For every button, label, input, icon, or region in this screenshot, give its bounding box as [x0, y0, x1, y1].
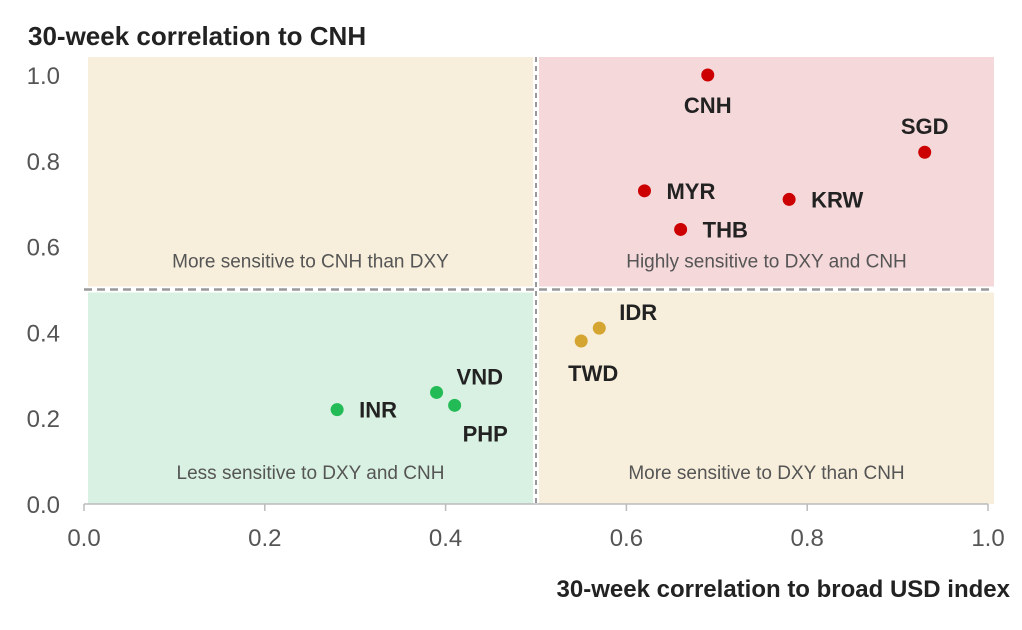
- point-label-sgd: SGD: [901, 114, 949, 139]
- x-axis-title: 30-week correlation to broad USD index: [557, 576, 1011, 603]
- data-points: [330, 68, 932, 417]
- point-label-php: PHP: [463, 421, 508, 446]
- threshold-lines: [84, 57, 994, 504]
- point-label-vnd: VND: [457, 364, 503, 389]
- y-axis-title: 30-week correlation to CNH: [28, 21, 366, 51]
- point-myr: [637, 184, 651, 198]
- point-sgd: [918, 145, 932, 159]
- point-label-cnh: CNH: [684, 93, 732, 118]
- quadrant-top-right: [539, 57, 994, 287]
- y-tick-label: 0.4: [27, 320, 60, 347]
- y-tick-label: 0.8: [27, 149, 60, 176]
- point-label-thb: THB: [703, 217, 748, 242]
- quadrant-backgrounds: [88, 57, 994, 504]
- quadrant-bottom-left: [88, 292, 533, 504]
- point-thb: [674, 222, 688, 236]
- point-cnh: [701, 68, 715, 82]
- point-label-myr: MYR: [666, 179, 715, 204]
- point-vnd: [430, 385, 444, 399]
- x-tick-label: 0.0: [67, 525, 100, 552]
- point-krw: [782, 192, 796, 206]
- quadrant-label-bottom-left: Less sensitive to DXY and CNH: [177, 463, 445, 484]
- x-tick-label: 0.8: [791, 525, 824, 552]
- quadrant-labels: More sensitive to CNH than DXY Highly sen…: [172, 252, 907, 485]
- point-php: [448, 398, 462, 412]
- y-tick-label: 0.0: [27, 492, 60, 519]
- quadrant-label-top-left: More sensitive to CNH than DXY: [172, 252, 449, 273]
- point-label-inr: INR: [359, 398, 397, 423]
- point-label-idr: IDR: [619, 300, 657, 325]
- point-labels: CNH SGD MYR KRW THB IDR TWD VND PHP INR: [359, 93, 948, 446]
- x-tick-label: 0.4: [429, 525, 462, 552]
- quadrant-top-left: [88, 57, 533, 287]
- x-tick-label: 0.6: [610, 525, 643, 552]
- point-idr: [592, 321, 606, 335]
- quadrant-bottom-right: [539, 292, 994, 504]
- quadrant-label-bottom-right: More sensitive to DXY than CNH: [628, 463, 904, 484]
- y-tick-label: 1.0: [27, 63, 60, 90]
- y-tick-label: 0.6: [27, 235, 60, 262]
- y-tick-label: 0.2: [27, 406, 60, 433]
- x-tick-label: 1.0: [971, 525, 1004, 552]
- point-label-krw: KRW: [811, 187, 863, 212]
- point-label-twd: TWD: [568, 361, 618, 386]
- point-twd: [574, 334, 588, 348]
- quadrant-label-top-right: Highly sensitive to DXY and CNH: [626, 252, 907, 273]
- point-inr: [330, 403, 344, 417]
- axes: 0.0 0.2 0.4 0.6 0.8 1.0 0.0 0.2 0.4 0.6 0.8 1.0: [27, 63, 1005, 552]
- x-tick-label: 0.2: [248, 525, 281, 552]
